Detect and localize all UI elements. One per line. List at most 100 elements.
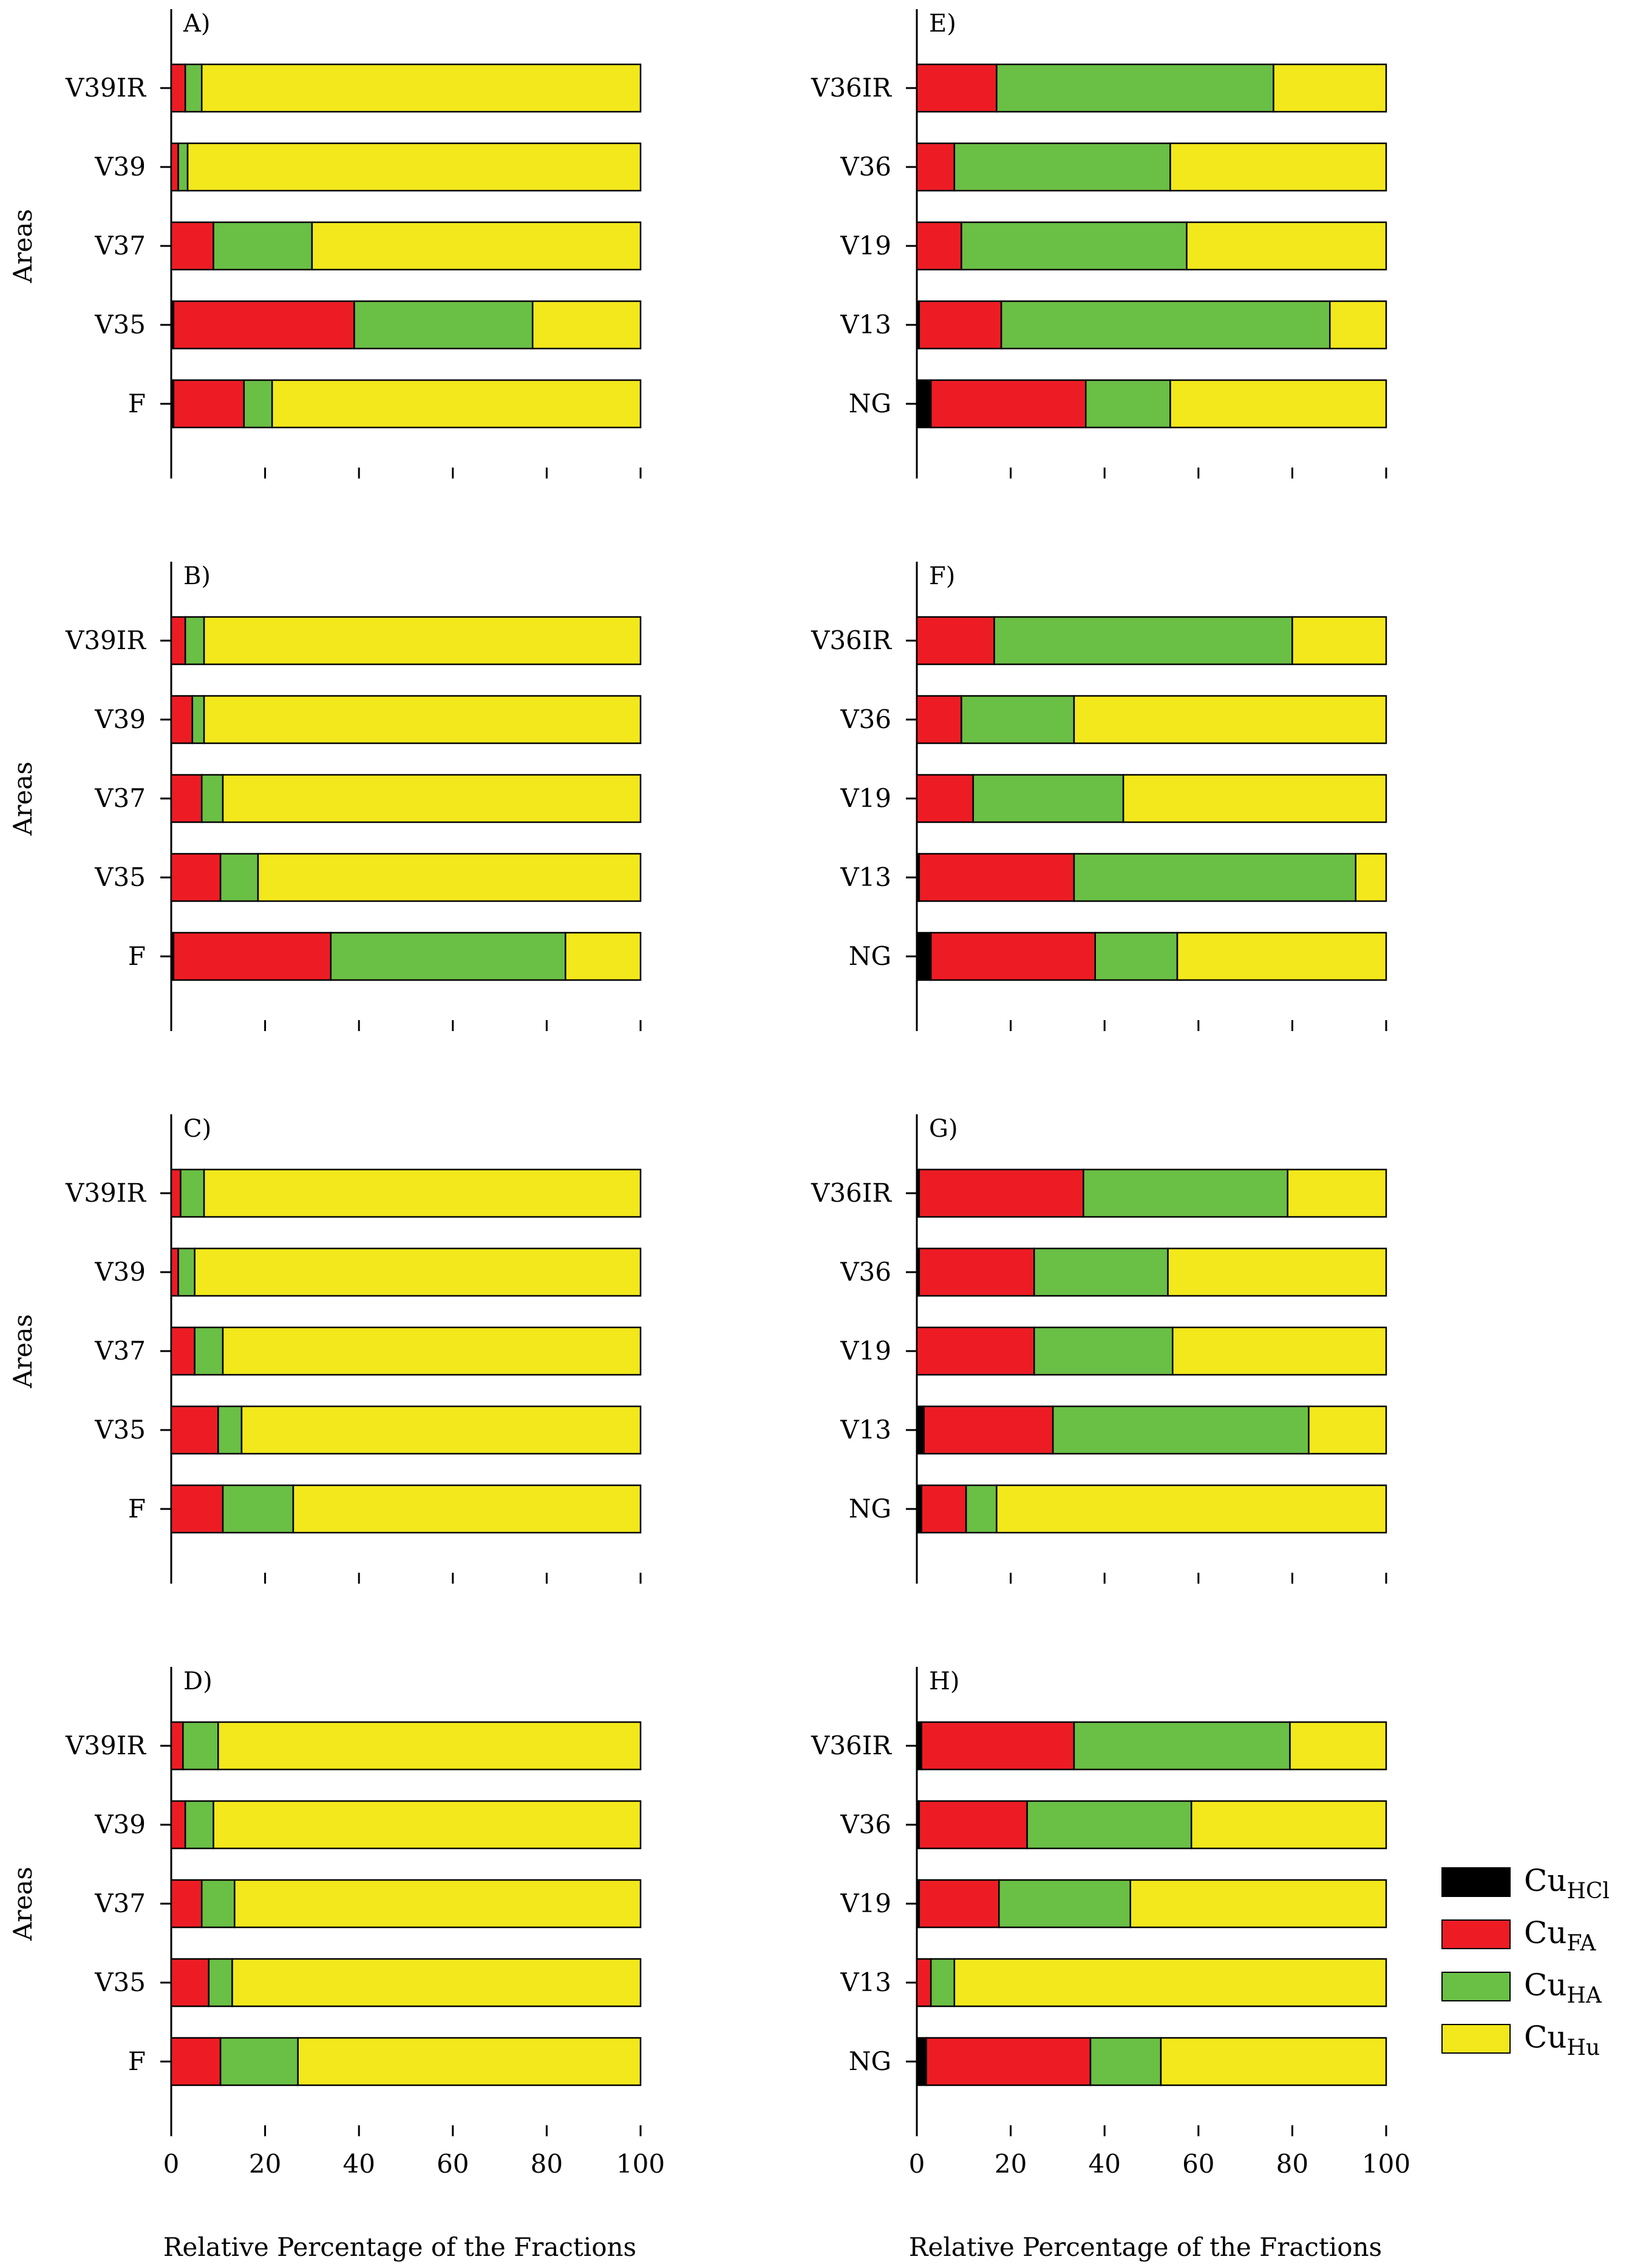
bar-segment-fa [170, 1958, 210, 2007]
bar-segment-fa [925, 2037, 1092, 2086]
bar-segment-hu [996, 1484, 1387, 1534]
category-label: F [128, 1494, 146, 1524]
bar-segment-fa [916, 142, 956, 192]
bar-segment-hu [1160, 2037, 1387, 2086]
x-tick-label: 0 [163, 2149, 180, 2179]
bar-segment-ha [1085, 379, 1171, 429]
bar-segment-ha [965, 1484, 998, 1534]
category-label: V39 [94, 152, 146, 182]
bar-segment-ha [219, 2037, 299, 2086]
bar-segment-fa [170, 1484, 224, 1534]
category-label: NG [849, 389, 891, 418]
bar-segment-hu [1308, 1405, 1387, 1455]
panel-h: H) V36IR V36 V19 V13 NG 0 20 40 60 80 100 Relative P… [811, 1667, 1410, 2262]
category-label: V37 [94, 1888, 146, 1918]
bar-segment-ha [1033, 1247, 1169, 1297]
bar-segment-fa [170, 1168, 182, 1218]
bar-segment-hu [231, 1958, 642, 2007]
category-label: V36 [840, 704, 891, 734]
bar-segment-ha [194, 1326, 224, 1376]
x-tick-label: 100 [1362, 2149, 1410, 2179]
bar-segment-hu [217, 1721, 642, 1771]
category-label: NG [849, 1494, 891, 1524]
panel-label: G) [929, 1115, 958, 1143]
legend-label-fa: CuFA [1524, 1915, 1596, 1956]
bar-segment-ha [213, 221, 313, 271]
category-label: F [128, 389, 146, 418]
panel-label: A) [183, 10, 211, 38]
bar-segment-ha [184, 1800, 214, 1850]
bar-segment-hu [203, 695, 642, 744]
category-label: V39IR [65, 73, 146, 103]
bar-segment-ha [330, 931, 566, 981]
panel-c: C) Areas V39IR V39 V37 V35 F [8, 1114, 642, 1584]
panel-label: H) [929, 1667, 960, 1695]
bar-segment-fa [920, 1484, 967, 1534]
bar-segment-hu [203, 1168, 642, 1218]
bar-segment-ha [184, 63, 203, 113]
category-label: V39IR [65, 1731, 146, 1760]
category-label: V36 [840, 1257, 891, 1287]
bar-segment-fa [172, 300, 355, 350]
x-axis-title: Relative Percentage of the Fractions [909, 2232, 1382, 2262]
bar-segment-hu [203, 616, 642, 666]
bar-segment-fa [170, 1247, 179, 1297]
panel-label: B) [183, 562, 211, 590]
panel-label: C) [183, 1115, 211, 1143]
category-label: NG [849, 941, 891, 971]
bar-segment-fa [170, 616, 186, 666]
bar-segment-hu [1122, 774, 1387, 823]
x-tick-label: 40 [342, 2149, 375, 2179]
category-label: V35 [94, 1415, 146, 1445]
bar-segment-hu [1186, 221, 1387, 271]
bar-segment-hu [1273, 63, 1387, 113]
category-label: V19 [840, 783, 891, 813]
bar-segment-ha [1000, 300, 1331, 350]
category-label: V19 [840, 1888, 891, 1918]
bar-segment-fa [916, 1326, 1035, 1376]
bar-segment-hu [1291, 616, 1387, 666]
bar-segment-fa [918, 300, 1002, 350]
bar-segment-fa [170, 1326, 196, 1376]
bar-segment-hu [200, 63, 642, 113]
bar-segment-fa [916, 221, 962, 271]
bar-segment-ha [180, 1168, 205, 1218]
x-tick-label: 60 [1182, 2149, 1214, 2179]
bar-segment-fa [170, 853, 222, 902]
bar-segment-ha [200, 1879, 236, 1929]
bar-segment-fa [918, 1800, 1028, 1850]
panel-label: D) [183, 1667, 213, 1695]
bar-segment-hu [222, 1326, 642, 1376]
bar-segment-hu [297, 2037, 642, 2086]
x-tick-label: 80 [531, 2149, 563, 2179]
bar-segment-ha [953, 142, 1171, 192]
category-label: V36IR [811, 1178, 892, 1208]
bar-segment-hu [953, 1958, 1387, 2007]
category-label: V13 [840, 1415, 891, 1445]
y-axis-title: Areas [8, 1314, 38, 1389]
bar-segment-ha [191, 695, 205, 744]
category-label: V39 [94, 1810, 146, 1839]
legend-swatch-hu [1441, 2024, 1511, 2054]
x-tick-label: 100 [616, 2149, 665, 2179]
bar-segment-fa [916, 695, 962, 744]
panel-b: B) Areas V39IR V39 V37 V35 F [8, 562, 642, 1031]
bar-segment-fa [170, 1405, 219, 1455]
bar-segment-hu [234, 1879, 642, 1929]
category-label: V36IR [811, 625, 892, 655]
bar-segment-ha [1033, 1326, 1174, 1376]
bar-segment-ha [1073, 1721, 1291, 1771]
bar-segment-ha [222, 1484, 294, 1534]
bar-segment-ha [217, 1405, 243, 1455]
legend-swatch-ha [1441, 1972, 1511, 2001]
category-label: V13 [840, 862, 891, 892]
category-label: NG [849, 2046, 891, 2076]
bar-segment-ha [961, 695, 1075, 744]
bar-segment-fa [170, 1721, 184, 1771]
x-tick-label: 0 [909, 2149, 925, 2179]
bar-segment-hcl [916, 931, 932, 981]
bar-segment-fa [930, 931, 1096, 981]
bar-segment-hu [213, 1800, 642, 1850]
bar-segment-fa [930, 379, 1087, 429]
